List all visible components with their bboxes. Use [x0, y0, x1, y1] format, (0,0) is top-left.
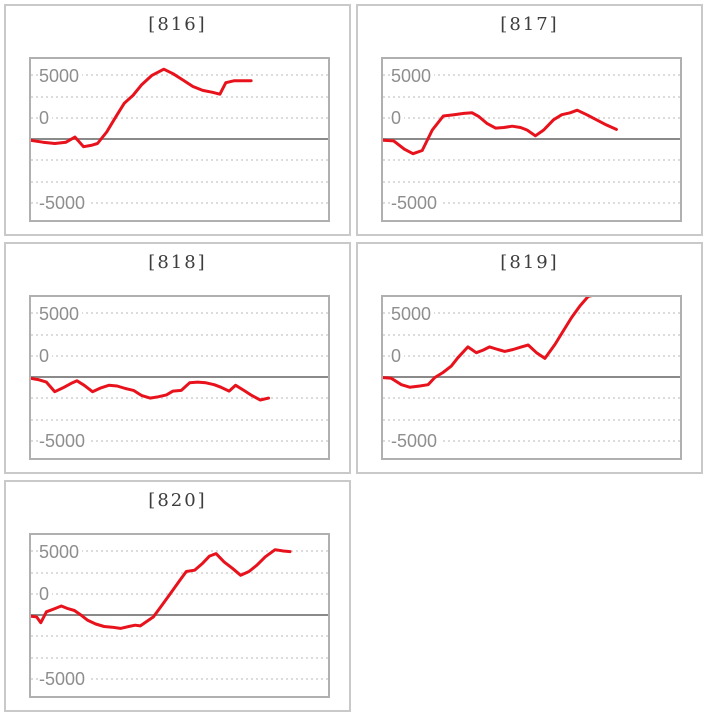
chart-title: [816]	[148, 14, 207, 35]
slump-line	[31, 548, 292, 630]
plot-canvas	[383, 74, 680, 204]
plot-area: 5000 0 -5000	[29, 295, 330, 460]
plot-area: 5000 0 -5000	[381, 57, 682, 222]
y-axis-label-5000: 5000	[39, 305, 83, 323]
slump-line	[31, 376, 271, 402]
chart-title: [818]	[148, 252, 207, 273]
plot-canvas	[383, 297, 680, 442]
plot-area: 5000 0 -5000	[381, 295, 682, 460]
chart-panel-818: [818] 5000 0 -5000	[4, 242, 351, 474]
chart-panel-820: [820] 5000 0 -5000	[4, 480, 351, 712]
chart-panel-816: [816] 5000 0 -5000	[4, 4, 351, 236]
y-axis-label-5000: 5000	[39, 543, 83, 561]
y-axis-label-5000: 5000	[39, 67, 83, 85]
y-axis-label--5000: -5000	[39, 194, 89, 212]
y-axis-label--5000: -5000	[39, 670, 89, 688]
chart-panel-819: [819] 5000 0 -5000	[356, 242, 703, 474]
slump-line	[383, 297, 593, 389]
slump-line	[31, 67, 253, 149]
plot-canvas	[31, 548, 328, 680]
y-axis-label--5000: -5000	[39, 432, 89, 450]
slump-line	[383, 108, 618, 156]
plot-canvas	[31, 312, 328, 442]
y-axis-label-0: 0	[39, 585, 53, 603]
chart-panel-817: [817] 5000 0 -5000	[356, 4, 703, 236]
y-axis-label-0: 0	[391, 109, 405, 127]
y-axis-label-0: 0	[39, 347, 53, 365]
y-axis-label-5000: 5000	[391, 67, 435, 85]
y-axis-label-5000: 5000	[391, 305, 435, 323]
chart-title: [817]	[500, 14, 559, 35]
chart-title: [819]	[500, 252, 559, 273]
plot-area: 5000 0 -5000	[29, 533, 330, 698]
y-axis-label--5000: -5000	[391, 432, 441, 450]
y-axis-label-0: 0	[391, 347, 405, 365]
plot-area: 5000 0 -5000	[29, 57, 330, 222]
y-axis-label--5000: -5000	[391, 194, 441, 212]
y-axis-label-0: 0	[39, 109, 53, 127]
chart-title: [820]	[148, 490, 207, 511]
plot-canvas	[31, 67, 328, 204]
